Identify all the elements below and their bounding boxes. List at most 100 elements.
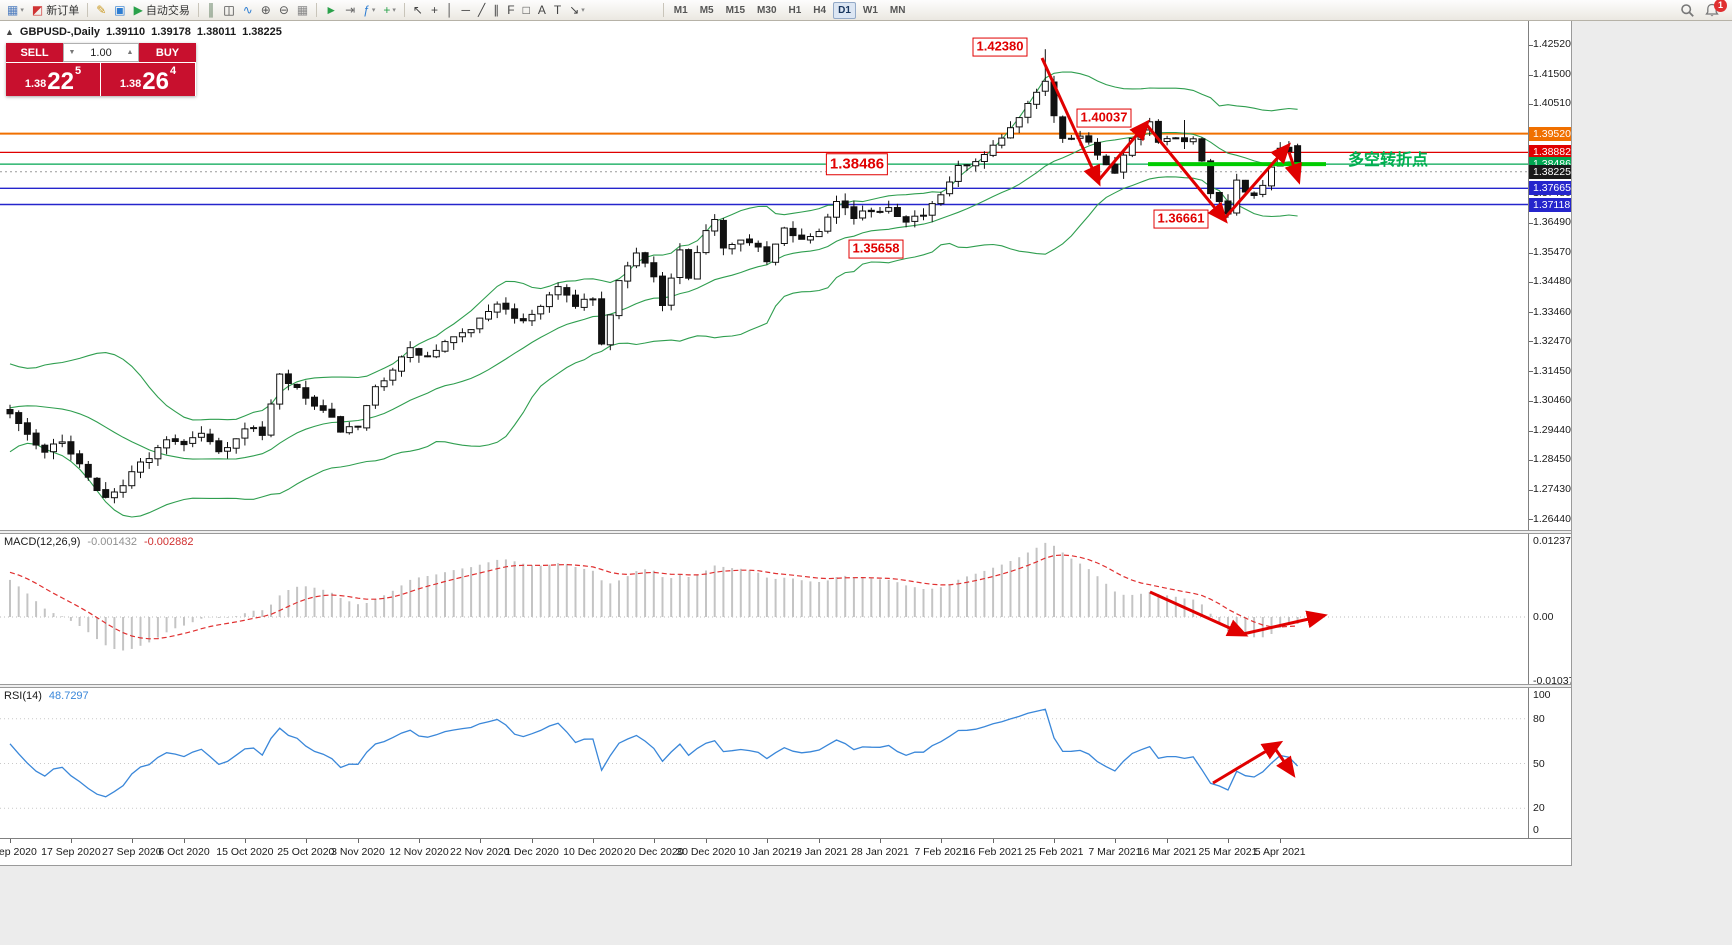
timeframe-mn-button[interactable]: MN bbox=[889, 4, 906, 16]
turning-point-label[interactable]: 多空转折点 bbox=[1348, 152, 1429, 169]
rsi-arrow[interactable] bbox=[1212, 740, 1284, 785]
time-axis-tick bbox=[653, 839, 655, 843]
time-axis-tick bbox=[358, 839, 359, 843]
new-order-button[interactable]: ◩ 新订单 bbox=[29, 1, 82, 19]
timeframe-m30-button[interactable]: M30 bbox=[757, 4, 777, 16]
time-axis-tick bbox=[184, 839, 185, 843]
new-chart-icon: ▦ bbox=[7, 3, 19, 17]
time-axis-label: 30 Dec 2020 bbox=[676, 846, 736, 858]
auto-scroll-icon: ► bbox=[325, 3, 338, 17]
market-button[interactable]: ▣ bbox=[111, 1, 128, 19]
metaeditor-button[interactable]: ✎ bbox=[93, 1, 109, 19]
sell-price-point: 5 bbox=[75, 65, 82, 77]
autotrading-button-label: 自动交易 bbox=[145, 5, 190, 17]
volume-stepper[interactable]: ▼ 1.00 ▲ bbox=[63, 43, 139, 62]
new-chart-button[interactable]: ▦ ▾ bbox=[4, 1, 27, 19]
time-axis-tick bbox=[1114, 839, 1116, 843]
time-axis-tick bbox=[532, 839, 533, 843]
arrows-icon: ↘ bbox=[569, 3, 580, 17]
panel-separator[interactable] bbox=[0, 530, 1571, 534]
price-scale-label: 1.30460 bbox=[1533, 394, 1571, 406]
price-scale-tick bbox=[1529, 281, 1533, 283]
timeframe-h4-button[interactable]: H4 bbox=[813, 4, 827, 16]
cursor-button[interactable]: ↖ bbox=[410, 1, 426, 19]
crosshair-icon: + bbox=[430, 3, 438, 17]
rsi-value: 48.7297 bbox=[48, 690, 89, 702]
price-scale[interactable]: 1.425201.415001.405101.374801.364901.354… bbox=[1528, 21, 1571, 838]
time-axis-tick bbox=[706, 839, 707, 843]
timeframe-h1-button[interactable]: H1 bbox=[788, 4, 802, 16]
arrows-button[interactable]: ↘ ▾ bbox=[566, 1, 588, 19]
timeframe-w1-button[interactable]: W1 bbox=[862, 4, 878, 16]
price-scale-tick bbox=[1529, 341, 1533, 343]
shapes-icon: □ bbox=[522, 3, 530, 17]
crosshair-button[interactable]: + bbox=[428, 1, 441, 19]
label-button[interactable]: T bbox=[551, 1, 564, 19]
price-scale-tick bbox=[1529, 44, 1533, 46]
chart-candles-button[interactable]: ◫ bbox=[220, 1, 237, 19]
notification-badge: 1 bbox=[1714, 0, 1727, 12]
search-button[interactable] bbox=[1680, 3, 1695, 18]
macd-arrow[interactable] bbox=[1242, 610, 1328, 636]
time-axis-label: 6 Oct 2020 bbox=[158, 846, 210, 858]
zoom-in-button[interactable]: ⊕ bbox=[258, 1, 274, 19]
autotrading-button[interactable]: ▶ 自动交易 bbox=[131, 1, 193, 19]
fibonacci-icon: F bbox=[507, 3, 515, 17]
trend-arrow[interactable] bbox=[1222, 142, 1291, 220]
volume-up-button[interactable]: ▲ bbox=[126, 49, 134, 56]
notifications-button[interactable]: 1 bbox=[1705, 0, 1727, 18]
volume-down-button[interactable]: ▼ bbox=[68, 49, 76, 56]
macd-arrow[interactable] bbox=[1149, 590, 1249, 637]
shapes-button[interactable]: □ bbox=[520, 1, 533, 19]
horizontal-line-button[interactable]: ─ bbox=[459, 1, 474, 19]
zoom-in-icon: ⊕ bbox=[260, 3, 271, 17]
time-axis-label: 17 Sep 2020 bbox=[41, 846, 101, 858]
buy-button[interactable]: BUY bbox=[139, 43, 196, 62]
rsi-arrow[interactable] bbox=[1272, 746, 1296, 778]
rsi-line bbox=[9, 708, 1299, 798]
trend-arrow[interactable] bbox=[1096, 119, 1150, 182]
trend-arrow[interactable] bbox=[1144, 123, 1228, 224]
vertical-line-button[interactable]: │ bbox=[443, 1, 457, 19]
panel-separator[interactable] bbox=[0, 684, 1571, 688]
timeframe-d1-button[interactable]: D1 bbox=[833, 1, 856, 19]
price-scale-tick bbox=[1529, 371, 1533, 373]
chart-canvas[interactable] bbox=[0, 21, 1572, 866]
tile-windows-button[interactable]: ▦ bbox=[294, 1, 311, 19]
chart-line-button[interactable]: ∿ bbox=[240, 1, 256, 19]
price-scale-tick bbox=[1529, 74, 1533, 76]
time-axis-tick bbox=[10, 839, 11, 843]
volume-value[interactable]: 1.00 bbox=[90, 46, 112, 59]
indicators-button[interactable]: ƒ ▾ bbox=[360, 1, 378, 19]
channel-button[interactable]: ∥ bbox=[490, 1, 502, 19]
time-axis-tick bbox=[993, 839, 995, 843]
fibonacci-button[interactable]: F bbox=[504, 1, 517, 19]
timeframe-m15-button[interactable]: M15 bbox=[725, 4, 746, 16]
trade-panel-toggle-icon[interactable]: ▲ bbox=[5, 27, 14, 37]
add-indicator-button[interactable]: + ▾ bbox=[380, 1, 399, 19]
time-axis-label: 8 Sep 2020 bbox=[0, 846, 37, 858]
timeframe-m1-button[interactable]: M1 bbox=[673, 4, 688, 16]
bollinger-upper bbox=[9, 71, 1298, 421]
text-button[interactable]: A bbox=[535, 1, 549, 19]
trendline-button[interactable]: ╱ bbox=[475, 1, 488, 19]
chart-bars-button[interactable]: ║ bbox=[204, 1, 219, 19]
price-scale-tick bbox=[1529, 459, 1533, 461]
chart-window[interactable]: 1.42380 1.40037 1.38486 1.36661 1.35658 ▲ GB… bbox=[0, 21, 1572, 866]
timeframe-m5-button[interactable]: M5 bbox=[699, 4, 714, 16]
chart-shift-button[interactable]: ⇥ bbox=[342, 1, 358, 19]
trend-arrow[interactable] bbox=[1040, 57, 1101, 187]
trend-arrow[interactable] bbox=[1284, 151, 1302, 185]
channel-icon: ∥ bbox=[493, 3, 500, 17]
zoom-out-button[interactable]: ⊖ bbox=[276, 1, 292, 19]
time-axis-label: 25 Mar 2021 bbox=[1198, 846, 1258, 858]
price-scale-tick bbox=[1529, 430, 1533, 432]
auto-scroll-button[interactable]: ► bbox=[322, 1, 340, 19]
time-axis-label: 16 Feb 2021 bbox=[963, 846, 1023, 858]
sell-price[interactable]: 1.38 22 5 bbox=[6, 63, 100, 96]
macd-histogram bbox=[9, 542, 1299, 651]
add-indicator-icon: + bbox=[383, 3, 391, 17]
sell-button[interactable]: SELL bbox=[6, 43, 63, 62]
buy-price[interactable]: 1.38 26 4 bbox=[101, 63, 195, 96]
